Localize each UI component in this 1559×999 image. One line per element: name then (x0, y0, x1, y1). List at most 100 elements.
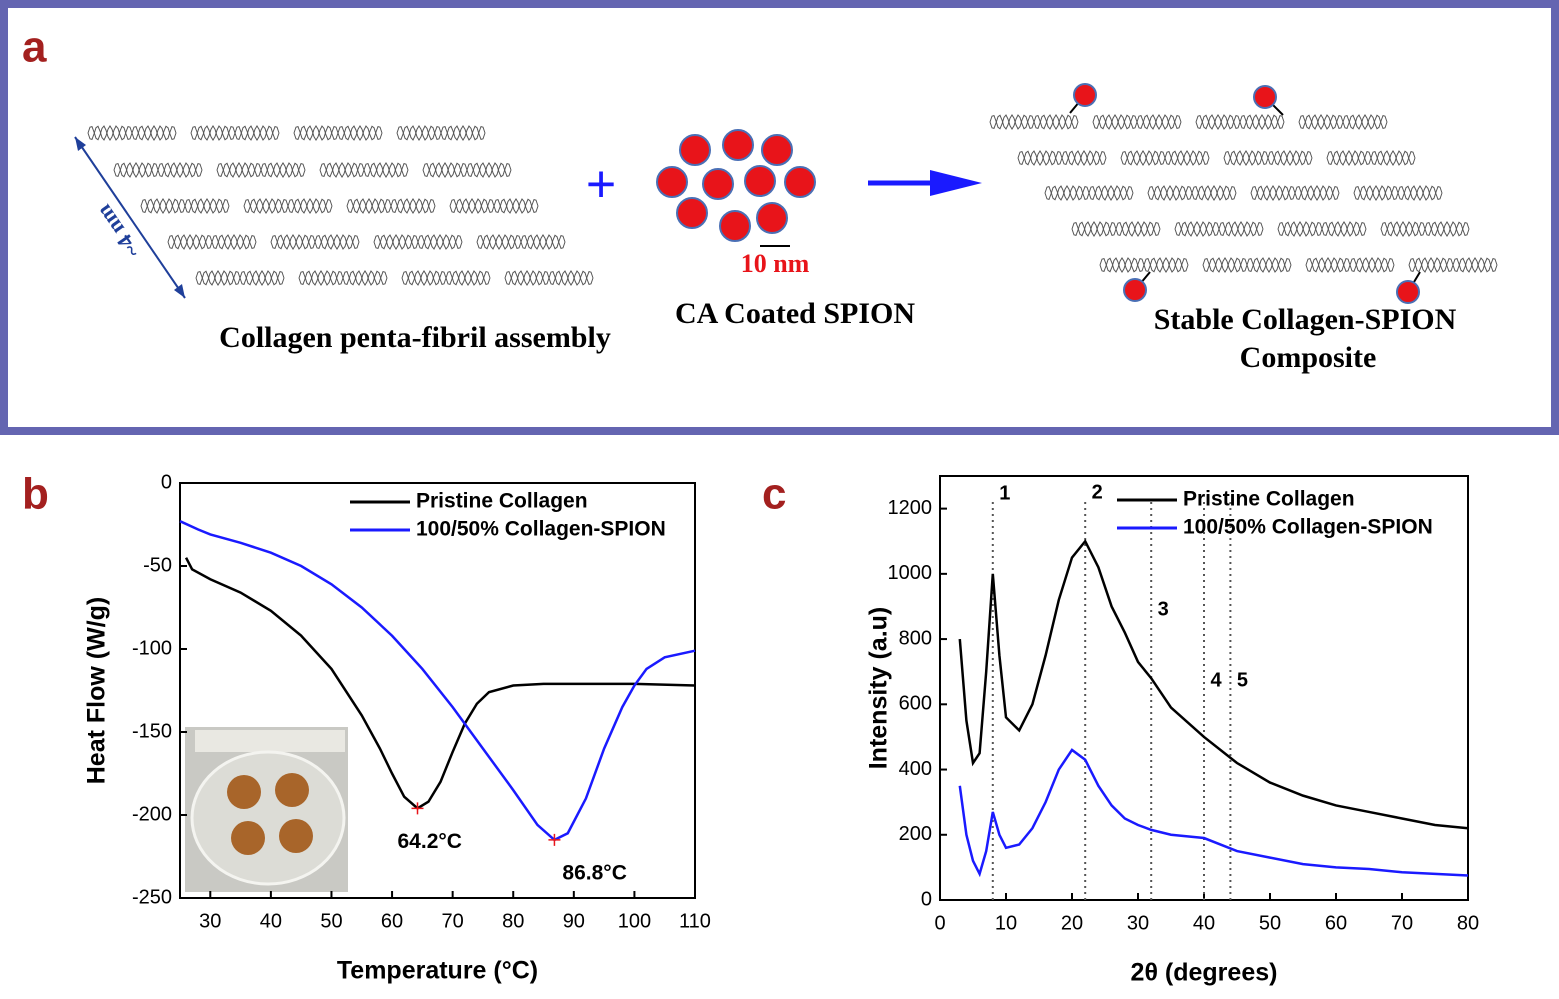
arrow-head (75, 137, 86, 151)
scale-label: 10 nm (741, 249, 810, 278)
spion (679, 134, 711, 166)
y-tick-label: 600 (899, 693, 932, 715)
x-tick-label: 60 (1325, 912, 1347, 934)
x-tick-label: 110 (679, 910, 711, 932)
y-tick-label: -150 (132, 720, 172, 742)
helix (373, 234, 463, 250)
spion (761, 134, 793, 166)
legend-label: 100/50% Collagen-SPION (416, 518, 666, 541)
arrow-head (930, 170, 982, 196)
x-axis-title: Temperature (°C) (337, 957, 538, 985)
helix (1195, 114, 1285, 130)
x-tick-label: 100 (618, 910, 651, 932)
arrow-head (174, 284, 185, 298)
spion (744, 165, 776, 197)
annotation: 64.2°C (398, 830, 462, 853)
helix (346, 198, 436, 214)
helix (504, 270, 594, 286)
spion (756, 202, 788, 234)
x-tick-label: 50 (320, 910, 342, 932)
helix (1092, 114, 1182, 130)
x-tick-label: 10 (995, 912, 1017, 934)
panel-label: a (22, 23, 47, 72)
helix (422, 162, 512, 178)
plot-frame (179, 482, 696, 899)
helix (298, 270, 388, 286)
helix (1120, 150, 1210, 166)
y-tick-label: 800 (899, 627, 932, 649)
x-tick-label: 80 (1457, 912, 1479, 934)
helix (319, 162, 409, 178)
y-tick-label: 0 (161, 471, 172, 493)
spion (702, 168, 734, 200)
spion (1253, 85, 1277, 109)
y-axis-title: Heat Flow (W/g) (83, 597, 111, 784)
plus-sign: + (586, 156, 616, 214)
caption: Collagen penta-fibril assembly (219, 321, 611, 354)
caption: CA Coated SPION (675, 297, 915, 330)
helix (1408, 257, 1498, 273)
helix (195, 270, 285, 286)
x-tick-label: 70 (442, 910, 464, 932)
legend-label: 100/50% Collagen-SPION (1183, 516, 1433, 539)
spion (1396, 280, 1420, 304)
helix (190, 125, 280, 141)
spion (722, 129, 754, 161)
peak-marker (548, 833, 561, 846)
y-tick-label: -200 (132, 803, 172, 825)
helix (1353, 185, 1443, 201)
helix (140, 198, 230, 214)
helix (401, 270, 491, 286)
helix (113, 162, 203, 178)
x-tick-label: 60 (381, 910, 403, 932)
peak-label: 2 (1092, 481, 1103, 503)
helix (293, 125, 383, 141)
y-tick-label: 200 (899, 823, 932, 845)
y-tick-label: 1000 (888, 562, 933, 584)
sample (275, 773, 309, 807)
x-tick-label: 50 (1259, 912, 1281, 934)
legend-label: Pristine Collagen (416, 490, 588, 513)
collagen-helices (87, 114, 1498, 286)
legend-label: Pristine Collagen (1183, 488, 1355, 511)
size-arrow (74, 136, 186, 299)
spion (784, 166, 816, 198)
y-tick-label: 1200 (888, 497, 933, 519)
helix (1380, 221, 1470, 237)
helix (1202, 257, 1292, 273)
x-tick-label: 90 (563, 910, 585, 932)
inset-photo (185, 727, 348, 892)
x-tick-label: 70 (1391, 912, 1413, 934)
series-line (958, 748, 1469, 878)
x-tick-label: 30 (199, 910, 221, 932)
x-tick-label: 0 (934, 912, 945, 934)
caption: Composite (1240, 341, 1377, 374)
spion (1073, 83, 1097, 107)
sample (231, 821, 265, 855)
y-axis-title: Intensity (a.u) (865, 607, 893, 770)
annotation: 86.8°C (562, 861, 626, 884)
series-line (179, 520, 696, 842)
helix (1305, 257, 1395, 273)
helix (1277, 221, 1367, 237)
helix (243, 198, 333, 214)
peak-label: 4 (1210, 669, 1222, 691)
x-tick-label: 40 (260, 910, 282, 932)
x-tick-label: 80 (502, 910, 524, 932)
spion (656, 166, 688, 198)
helix (449, 198, 539, 214)
x-tick-label: 20 (1061, 912, 1083, 934)
helix (1044, 185, 1134, 201)
spion (676, 197, 708, 229)
series-line (958, 538, 1469, 830)
spion (1123, 278, 1147, 302)
helix (1326, 150, 1416, 166)
peak-marker (411, 802, 424, 815)
helix (989, 114, 1079, 130)
helix (1250, 185, 1340, 201)
panel-label: c (762, 470, 786, 519)
y-tick-label: 0 (921, 888, 932, 910)
sample (227, 775, 261, 809)
helix (270, 234, 360, 250)
panel-label: b (22, 470, 49, 519)
